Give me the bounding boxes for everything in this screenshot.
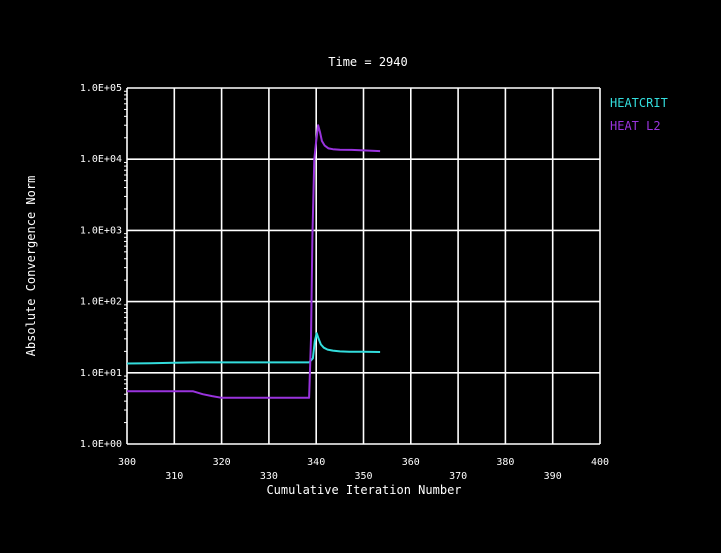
legend-entry: HEAT L2 <box>610 119 661 133</box>
y-tick-label: 1.0E+04 <box>80 154 122 165</box>
y-tick-label: 1.0E+03 <box>80 225 122 236</box>
x-tick-label: 320 <box>213 457 231 468</box>
y-tick-label: 1.0E+05 <box>80 83 122 94</box>
y-tick-labels: 1.0E+00 1.0E+01 1.0E+02 1.0E+03 1.0E+04 1.0E+… <box>80 83 122 450</box>
legend: HEATCRIT HEAT L2 <box>610 96 668 133</box>
x-tick-label: 400 <box>591 457 609 468</box>
series-line <box>126 332 381 365</box>
x-tick-label: 350 <box>354 471 372 482</box>
x-tick-label: 390 <box>544 471 562 482</box>
y-axis-label: Absolute Convergence Norm <box>24 176 38 357</box>
x-tick-label: 300 <box>118 457 136 468</box>
y-tick-label: 1.0E+00 <box>80 439 122 450</box>
minor-ticks <box>124 90 127 424</box>
legend-entry: HEATCRIT <box>610 96 668 110</box>
x-tick-label: 340 <box>307 457 325 468</box>
x-tick-label: 370 <box>449 471 467 482</box>
chart-title: Time = 2940 <box>328 55 407 69</box>
series-lines <box>126 124 381 399</box>
x-tick-label: 310 <box>165 471 183 482</box>
x-tick-label: 330 <box>260 471 278 482</box>
grid-lines <box>126 87 601 445</box>
x-tick-label: 380 <box>496 457 514 468</box>
y-tick-label: 1.0E+02 <box>80 297 122 308</box>
y-tick-label: 1.0E+01 <box>80 368 122 379</box>
x-axis-label: Cumulative Iteration Number <box>266 483 461 497</box>
x-tick-labels: 300 310 320 330 340 350 360 370 380 390 400 <box>118 457 609 482</box>
x-tick-label: 360 <box>402 457 420 468</box>
series-line <box>127 124 381 399</box>
